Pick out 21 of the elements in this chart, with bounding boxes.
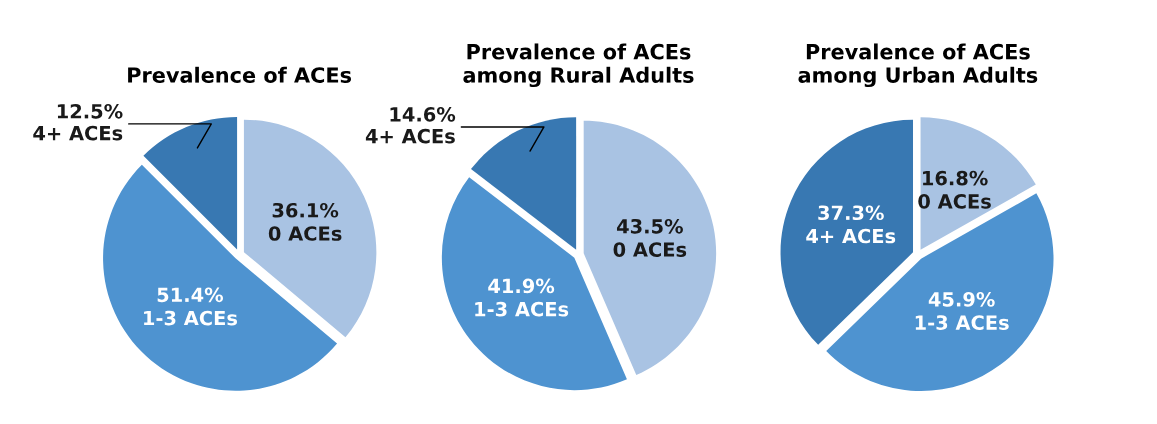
slice-label: 1-3 ACEs — [915, 315, 1009, 330]
slice-label: 4+ ACEs — [365, 128, 455, 144]
data-label: 36.1% — [272, 202, 339, 218]
data-label: 37.3% — [818, 205, 884, 221]
data-label: 43.5% — [616, 218, 683, 234]
data-label: 16.8% — [923, 170, 988, 186]
slice-label: 0 ACEs — [918, 194, 991, 209]
slice-label: 0 ACEs — [613, 242, 687, 257]
slice-label: 1-3 ACEs — [144, 310, 238, 326]
slice-label: 4+ ACEs — [806, 228, 896, 244]
chart-title: Prevalence of ACEs — [128, 66, 352, 83]
slice-label: 4+ ACEs — [33, 125, 123, 141]
data-label: 51.4% — [157, 287, 224, 303]
slice-label: 0 ACEs — [268, 226, 342, 241]
chart-title: Prevalence of ACEs among Rural Adults — [463, 43, 694, 88]
data-label: 14.6% — [390, 106, 456, 122]
data-label: 41.9% — [488, 278, 555, 294]
data-label: 45.9% — [928, 291, 995, 307]
data-label: 12.5% — [57, 103, 123, 119]
chart-title: Prevalence of ACEs among Urban Adults — [798, 43, 1038, 88]
slice-label: 1-3 ACEs — [475, 301, 569, 317]
